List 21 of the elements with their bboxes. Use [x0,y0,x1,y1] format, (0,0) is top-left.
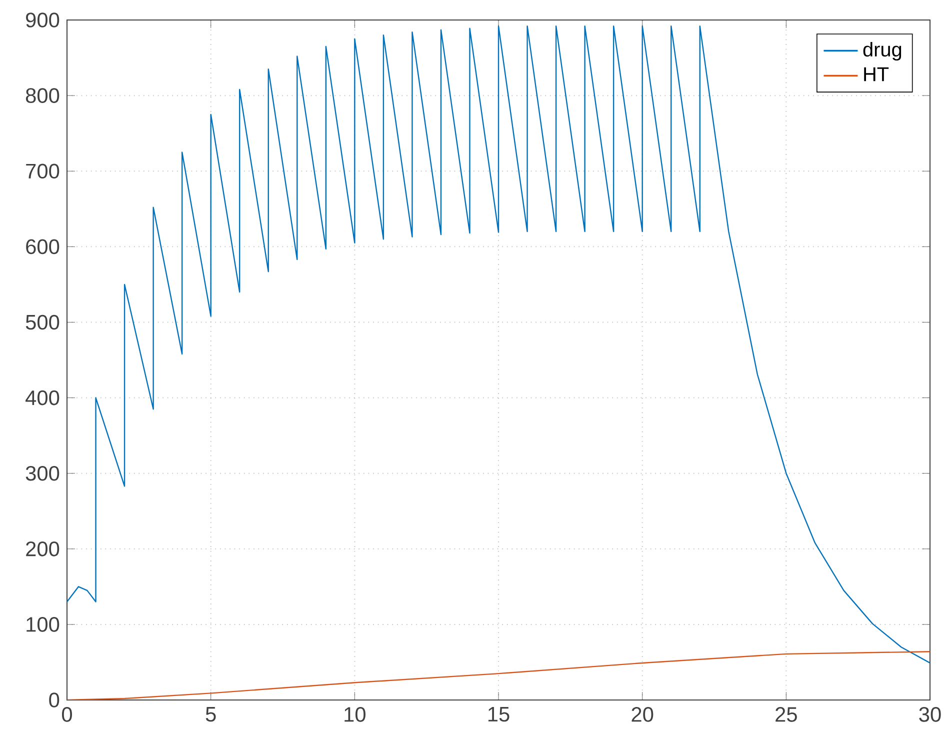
x-tick-label: 0 [62,707,72,722]
line-series [67,651,930,700]
x-tick-label: 10 [344,707,366,722]
y-tick-label: 0 [49,692,60,708]
legend-label: drug [863,42,902,61]
y-tick-label: 600 [26,239,60,254]
y-tick-label: 200 [26,542,60,556]
line-series [67,25,930,664]
y-tick-label: 900 [26,12,60,28]
x-tick-label: 20 [632,707,654,722]
y-tick-label: 300 [26,466,60,481]
x-tick-label: 5 [206,707,216,722]
y-tick-label: 800 [26,88,60,103]
x-tick-label: 30 [919,707,941,722]
y-tick-label: 100 [26,617,60,632]
y-tick-label: 400 [26,390,60,406]
x-tick-label: 15 [488,707,510,722]
legend-label: HT [864,67,889,82]
y-tick-label: 500 [26,314,60,330]
x-tick-label: 25 [776,707,797,722]
y-tick-label: 700 [26,164,60,179]
